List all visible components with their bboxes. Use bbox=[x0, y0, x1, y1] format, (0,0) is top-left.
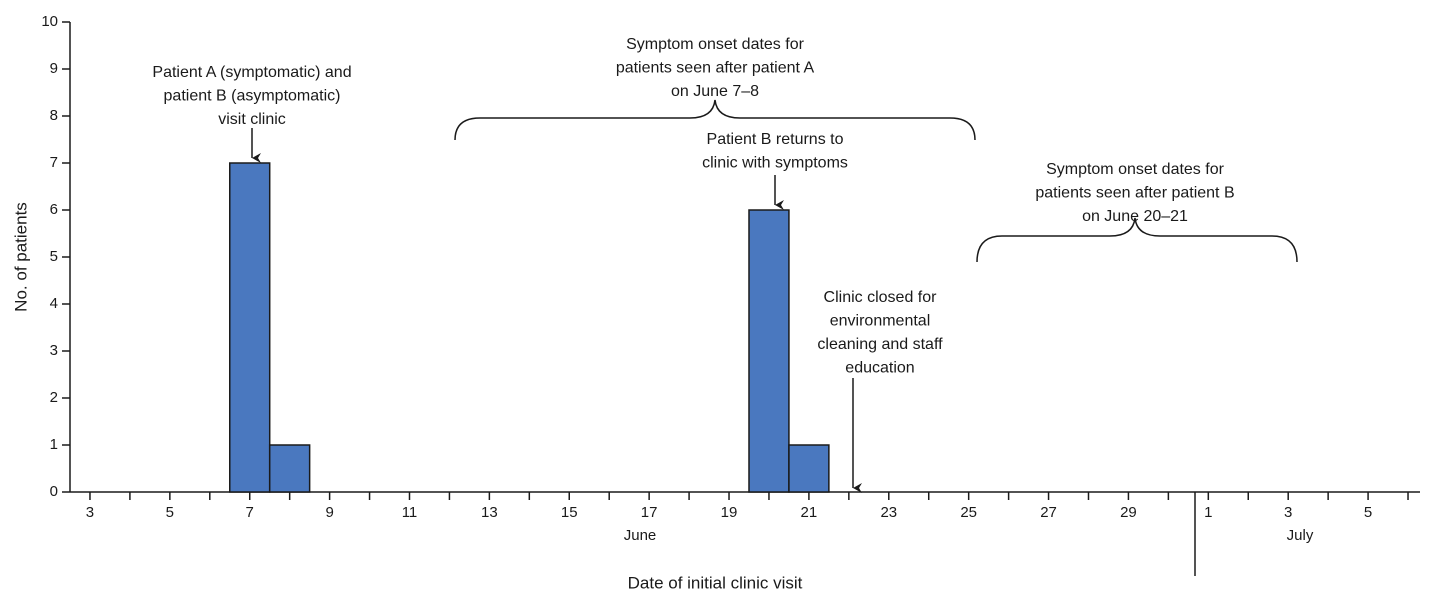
x-tick-label: 13 bbox=[481, 504, 498, 521]
annotation: on June 7–8 bbox=[671, 83, 759, 100]
month-label: June bbox=[624, 527, 657, 544]
brace bbox=[454, 99, 976, 141]
bar bbox=[268, 444, 311, 493]
x-tick-label: 27 bbox=[1040, 504, 1057, 521]
y-tick-label: 9 bbox=[50, 60, 58, 77]
annotation: Clinic closed for bbox=[824, 289, 938, 306]
annotation: cleaning and staff bbox=[817, 336, 943, 353]
y-tick-label: 5 bbox=[50, 248, 58, 265]
y-tick-label: 8 bbox=[50, 107, 58, 124]
x-tick-label: 15 bbox=[561, 504, 578, 521]
y-tick-label: 1 bbox=[50, 436, 58, 453]
x-axis-title: Date of initial clinic visit bbox=[628, 573, 803, 592]
annotation: Patient B returns to bbox=[707, 131, 844, 148]
x-tick-label: 3 bbox=[86, 504, 94, 521]
month-label: July bbox=[1287, 527, 1314, 544]
x-tick-label: 17 bbox=[641, 504, 658, 521]
annotation: Symptom onset dates for bbox=[626, 36, 805, 53]
annotation: visit clinic bbox=[218, 111, 286, 128]
annotation: patients seen after patient B bbox=[1035, 185, 1234, 202]
x-tick-label: 25 bbox=[960, 504, 977, 521]
annotation: education bbox=[845, 360, 914, 377]
y-tick-label: 6 bbox=[50, 201, 58, 218]
x-tick-label: 7 bbox=[246, 504, 254, 521]
annotation: on June 20–21 bbox=[1082, 208, 1188, 225]
bar bbox=[748, 209, 790, 493]
x-tick-label: 5 bbox=[166, 504, 174, 521]
x-tick-label: 5 bbox=[1364, 504, 1372, 521]
annotation: patient B (asymptomatic) bbox=[164, 88, 341, 105]
bar bbox=[229, 162, 271, 493]
annotation: environmental bbox=[830, 313, 931, 330]
annotation: patients seen after patient A bbox=[616, 60, 815, 77]
x-tick-label: 21 bbox=[801, 504, 818, 521]
x-tick-label: 29 bbox=[1120, 504, 1137, 521]
y-tick-label: 10 bbox=[41, 13, 58, 30]
brace bbox=[976, 217, 1298, 263]
x-tick-label: 19 bbox=[721, 504, 738, 521]
bar bbox=[788, 444, 830, 493]
annotation: Patient A (symptomatic) and bbox=[152, 64, 351, 81]
x-tick-label: 3 bbox=[1284, 504, 1292, 521]
y-axis-title: No. of patients bbox=[11, 202, 30, 312]
y-tick-label: 0 bbox=[50, 483, 58, 500]
x-tick-label: 9 bbox=[325, 504, 333, 521]
annotation: Symptom onset dates for bbox=[1046, 161, 1225, 178]
y-tick-label: 4 bbox=[50, 295, 58, 312]
y-tick-label: 3 bbox=[50, 342, 58, 359]
x-tick-label: 23 bbox=[880, 504, 897, 521]
y-tick-label: 2 bbox=[50, 389, 58, 406]
x-tick-label: 1 bbox=[1204, 504, 1212, 521]
y-tick-label: 7 bbox=[50, 154, 58, 171]
x-tick-label: 11 bbox=[402, 504, 418, 521]
annotation: clinic with symptoms bbox=[702, 155, 848, 172]
